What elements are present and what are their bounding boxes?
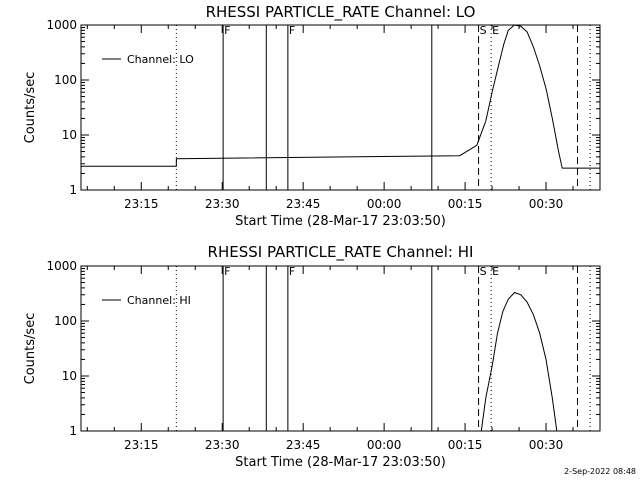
plot-frame [80,265,601,432]
y-tick-label: 1 [69,183,77,197]
x-tick-label: 00:30 [529,438,564,452]
plot-frame [80,24,601,191]
legend-label: Channel: HI [127,294,191,307]
chart-title: RHESSI PARTICLE_RATE Channel: LO [206,3,476,22]
x-tick-label: 00:15 [448,438,483,452]
x-tick-label: 23:45 [286,197,321,211]
y-tick-label: 10 [62,369,77,383]
x-axis-label: Start Time (28-Mar-17 23:03:50) [235,214,446,229]
timestamp: 2-Sep-2022 08:48 [564,467,636,476]
chart-title: RHESSI PARTICLE_RATE Channel: HI [208,243,474,262]
y-tick-label: 100 [54,73,77,87]
panel-hi: RHESSI PARTICLE_RATE Channel: HI 1 10 100 10… [23,243,601,470]
event-flag: E [492,265,499,278]
x-tick-label: 23:30 [205,438,240,452]
y-tick-label: 1000 [46,259,77,273]
x-tick-label: 00:30 [529,197,564,211]
x-tick-label: 00:00 [367,197,402,211]
event-flag: F [289,24,295,37]
y-axis-label: Counts/sec [23,313,38,385]
series-line [480,291,558,431]
x-tick-label: 23:30 [205,197,240,211]
y-axis-label: Counts/sec [23,72,38,144]
event-flag: S [480,265,487,278]
x-tick-label: 23:15 [124,197,159,211]
event-flag: F [224,24,230,37]
y-tick-label: 1 [69,424,77,438]
y-tick-label: 100 [54,314,77,328]
event-flag: F [224,265,230,278]
series-line [81,25,600,169]
event-flag: F [289,265,295,278]
x-tick-label: 00:15 [448,197,483,211]
event-flag: S [480,24,487,37]
x-axis-label: Start Time (28-Mar-17 23:03:50) [235,455,446,470]
x-tick-label: 23:45 [286,438,321,452]
y-tick-label: 10 [62,128,77,142]
event-flag: E [492,24,499,37]
y-tick-label: 1000 [46,18,77,32]
panel-lo: RHESSI PARTICLE_RATE Channel: LO 1 10 100 10… [23,3,601,229]
x-tick-label: 00:00 [367,438,402,452]
x-tick-label: 23:15 [124,438,159,452]
legend-label: Channel: LO [127,53,194,66]
